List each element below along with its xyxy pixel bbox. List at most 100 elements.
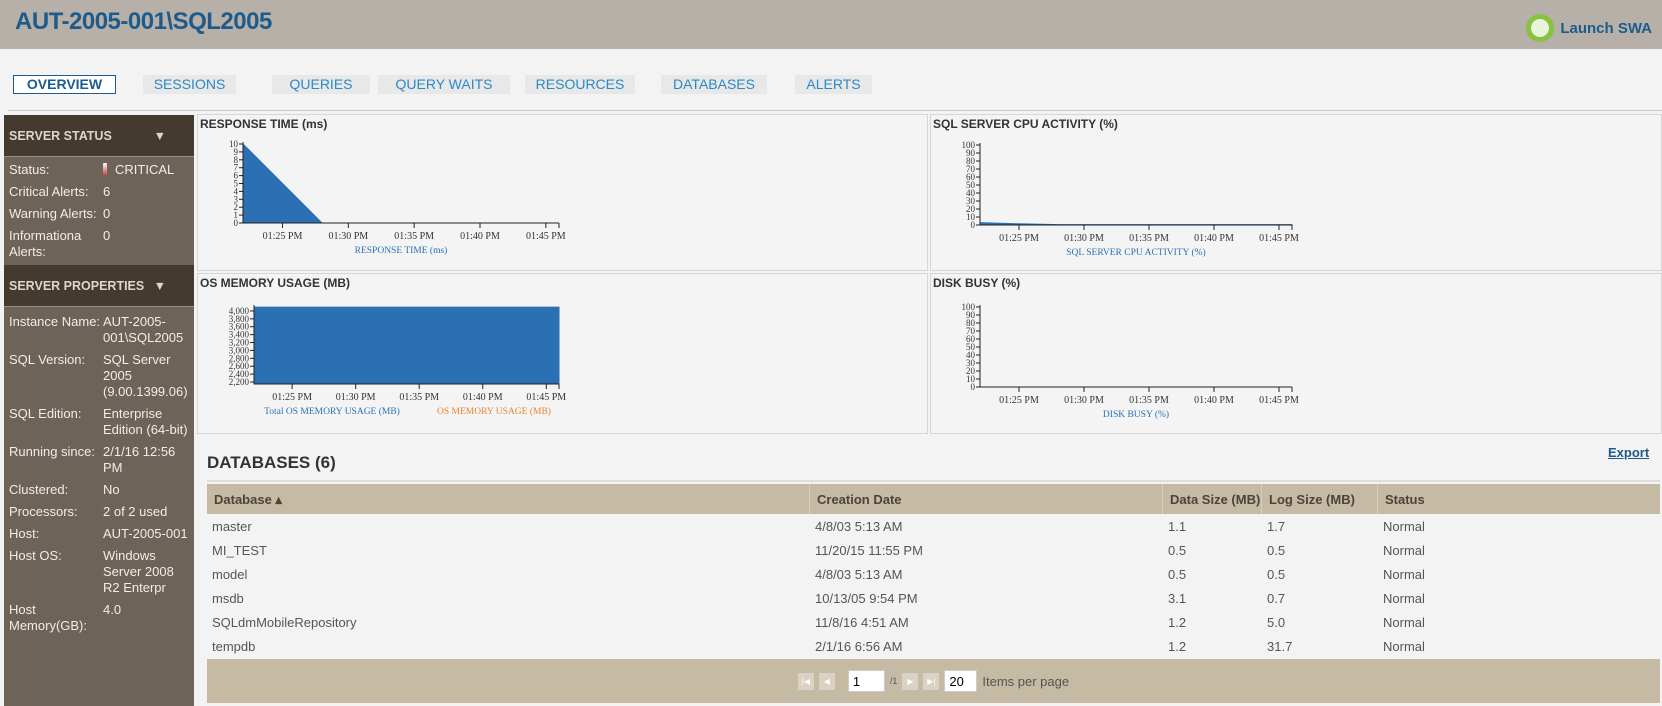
tab-query-waits[interactable]: QUERY WAITS bbox=[378, 75, 510, 94]
y-tick-label: 70 bbox=[966, 326, 976, 336]
y-tick-label: 7 bbox=[234, 163, 239, 173]
y-tick-label: 30 bbox=[966, 358, 976, 368]
critical-status-icon bbox=[103, 163, 107, 175]
y-tick-label: 60 bbox=[966, 172, 976, 182]
table-cell: master bbox=[212, 519, 252, 534]
y-tick-label: 5 bbox=[234, 179, 239, 189]
legend-item: DISK BUSY (%) bbox=[1103, 409, 1169, 420]
property-value: 6 bbox=[103, 184, 189, 200]
table-cell: Normal bbox=[1383, 639, 1425, 654]
property-value-text: AUT-2005-001\SQL2005 bbox=[103, 314, 184, 345]
property-value-text: AUT-2005-001 bbox=[103, 526, 188, 541]
page-header: AUT-2005-001\SQL2005 Launch SWA bbox=[0, 0, 1662, 49]
property-value: CRITICAL bbox=[103, 162, 189, 178]
column-header-status[interactable]: Status bbox=[1385, 492, 1425, 507]
last-page-button[interactable]: ▶| bbox=[923, 672, 940, 690]
os-memory-chart: OS MEMORY USAGE (MB) 2,200 2,400 2,600 2,80… bbox=[197, 273, 928, 434]
property-value: AUT-2005-001\SQL2005 bbox=[103, 314, 189, 346]
property-value-text: 2 of 2 used bbox=[103, 504, 168, 519]
table-row[interactable]: SQLdmMobileRepository 11/8/16 4:51 AM 1.2 5… bbox=[207, 610, 1660, 634]
property-label: SQL Version: bbox=[9, 352, 86, 367]
divider bbox=[207, 480, 1660, 482]
page-title: AUT-2005-001\SQL2005 bbox=[15, 8, 272, 35]
table-row[interactable]: model 4/8/03 5:13 AM 0.5 0.5 Normal bbox=[207, 562, 1660, 586]
prev-page-button[interactable]: ◀ bbox=[818, 672, 835, 690]
property-value: Enterprise Edition (64-bit) bbox=[103, 406, 189, 438]
x-tick-label: 01:25 PM bbox=[999, 395, 1039, 406]
tab-databases[interactable]: DATABASES bbox=[661, 75, 767, 94]
x-tick-label: 01:30 PM bbox=[1064, 395, 1104, 406]
property-value-text: 2/1/16 12:56 PM bbox=[103, 444, 176, 475]
y-tick-label: 20 bbox=[966, 366, 976, 376]
table-cell: 1.7 bbox=[1267, 519, 1286, 534]
section-title: SERVER STATUS bbox=[9, 128, 112, 143]
column-header-database[interactable]: Database ▴ bbox=[207, 484, 810, 514]
table-cell: Normal bbox=[1383, 567, 1425, 582]
server-status-header[interactable]: SERVER STATUS ▼ bbox=[4, 115, 194, 157]
property-row: Instance Name: AUT-2005-001\SQL2005 bbox=[4, 311, 194, 349]
page-number-input[interactable] bbox=[847, 670, 885, 692]
property-value: No bbox=[103, 482, 189, 498]
column-header-creation-date[interactable]: Creation Date bbox=[810, 484, 1163, 514]
y-tick-label: 3,000 bbox=[229, 345, 250, 355]
table-cell: 10/13/05 9:54 PM bbox=[815, 591, 918, 606]
launch-swa-button[interactable]: Launch SWA bbox=[1526, 14, 1652, 42]
next-page-button[interactable]: ▶ bbox=[902, 672, 919, 690]
y-tick-label: 3,200 bbox=[229, 338, 250, 348]
databases-title: DATABASES (6) bbox=[207, 453, 336, 472]
legend-item: Total OS MEMORY USAGE (MB) bbox=[264, 406, 400, 417]
x-tick-label: 01:25 PM bbox=[263, 231, 303, 242]
x-tick-label: 01:45 PM bbox=[1259, 395, 1299, 406]
table-header: Database ▴ Creation Date Data Size (MB) … bbox=[207, 484, 1660, 514]
table-row[interactable]: master 4/8/03 5:13 AM 1.1 1.7 Normal bbox=[207, 514, 1660, 538]
swa-pulse-icon bbox=[1526, 14, 1555, 42]
page-size-input[interactable] bbox=[944, 670, 978, 692]
section-title: SERVER PROPERTIES bbox=[9, 278, 145, 293]
x-tick-label: 01:45 PM bbox=[526, 392, 566, 403]
chevron-down-icon: ▼ bbox=[153, 128, 166, 143]
x-tick-label: 01:45 PM bbox=[526, 231, 566, 242]
property-label: Host OS: bbox=[9, 548, 62, 563]
property-value-text: Windows Server 2008 R2 Enterpr bbox=[103, 548, 174, 595]
y-tick-label: 60 bbox=[966, 334, 976, 344]
column-header-log-size[interactable]: Log Size (MB) bbox=[1262, 484, 1378, 514]
x-tick-label: 01:30 PM bbox=[336, 392, 376, 403]
property-label: SQL Edition: bbox=[9, 406, 82, 421]
property-value: 4.0 bbox=[103, 602, 189, 634]
y-tick-label: 50 bbox=[966, 180, 976, 190]
table-cell: 3.1 bbox=[1168, 591, 1187, 606]
property-row: Host: AUT-2005-001 bbox=[4, 523, 194, 545]
table-cell: msdb bbox=[212, 591, 244, 606]
y-tick-label: 0 bbox=[971, 382, 976, 392]
tab-sessions[interactable]: SESSIONS bbox=[143, 75, 236, 94]
property-value-text: 0 bbox=[103, 206, 111, 221]
table-cell: 5.0 bbox=[1267, 615, 1286, 630]
tab-queries[interactable]: QUERIES bbox=[272, 75, 370, 94]
tab-overview[interactable]: OVERVIEW bbox=[13, 75, 116, 94]
table-cell: 0.5 bbox=[1267, 567, 1286, 582]
table-cell: Normal bbox=[1383, 591, 1425, 606]
chart-title: DISK BUSY (%) bbox=[933, 276, 1021, 290]
table-cell: model bbox=[212, 567, 248, 582]
first-page-button[interactable]: |◀ bbox=[797, 672, 814, 690]
property-label: Host: bbox=[9, 526, 40, 541]
chart-svg: 2,2002,4002,6002,8003,0003,2003,4003,600… bbox=[229, 305, 566, 417]
tab-resources[interactable]: RESOURCES bbox=[525, 75, 635, 94]
server-properties-header[interactable]: SERVER PROPERTIES ▼ bbox=[4, 265, 194, 307]
y-tick-label: 2 bbox=[234, 202, 239, 212]
y-tick-label: 3,600 bbox=[229, 322, 250, 332]
export-link[interactable]: Export bbox=[1608, 445, 1650, 460]
x-tick-label: 01:40 PM bbox=[460, 231, 500, 242]
disk-busy-chart: DISK BUSY (%) 0 10 20 30 40 50 60 70 80 90 100 01:2… bbox=[930, 273, 1662, 434]
table-row[interactable]: MI_TEST 11/20/15 11:55 PM 0.5 0.5 Normal bbox=[207, 538, 1660, 562]
table-row[interactable]: tempdb 2/1/16 6:56 AM 1.2 31.7 Normal bbox=[207, 634, 1660, 658]
chart-title: SQL SERVER CPU ACTIVITY (%) bbox=[933, 117, 1118, 131]
table-cell: 11/20/15 11:55 PM bbox=[815, 543, 923, 558]
tab-alerts[interactable]: ALERTS bbox=[795, 75, 872, 94]
property-row: Running since: 2/1/16 12:56 PM bbox=[4, 441, 194, 479]
property-value-text: No bbox=[103, 482, 120, 497]
column-header-data-size[interactable]: Data Size (MB) bbox=[1163, 484, 1262, 514]
table-row[interactable]: msdb 10/13/05 9:54 PM 3.1 0.7 Normal bbox=[207, 586, 1660, 610]
